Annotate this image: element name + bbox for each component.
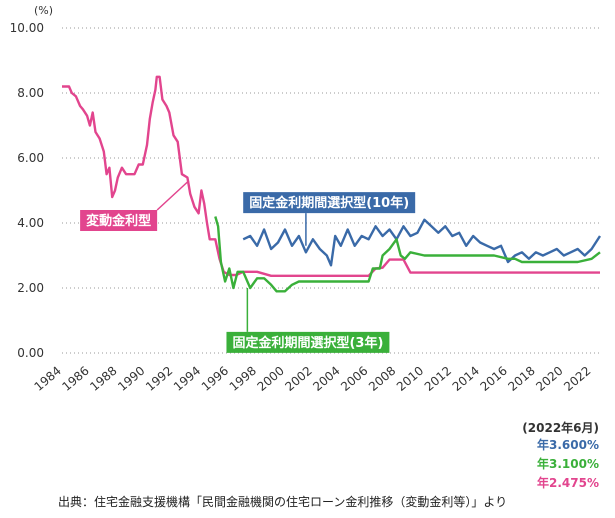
x-tick-label: 2004 <box>310 364 342 394</box>
x-tick-label: 2020 <box>533 364 565 394</box>
x-tick-label: 2010 <box>394 364 426 394</box>
series-line-1 <box>242 218 602 267</box>
series-label-text: 変動金利型 <box>86 213 151 229</box>
x-tick-label: 1996 <box>199 364 231 394</box>
y-tick-label: 6.00 <box>17 151 44 165</box>
x-tick-label: 2012 <box>422 364 454 394</box>
x-tick-label: 1990 <box>115 364 147 394</box>
latest-rate-variable: 年2.475% <box>537 476 599 490</box>
latest-rate-10yr: 年3.600% <box>537 438 599 452</box>
series-line-2 <box>214 216 601 293</box>
series-lines <box>62 75 602 293</box>
series-label-text: 固定金利期間選択型(3年) <box>232 335 383 351</box>
x-tick-label: 2006 <box>338 364 370 394</box>
series-label-box <box>226 331 390 353</box>
x-tick-label: 2018 <box>505 364 537 394</box>
x-tick-label: 1998 <box>227 364 259 394</box>
series-annotations: 変動金利型 固定金利期間選択型(10年) 固定金利期間選択型(3年) <box>80 180 416 353</box>
as-of-date: (2022年6月) <box>522 421 599 435</box>
y-tick-label: 2.00 <box>17 281 44 295</box>
y-tick-label: 10.00 <box>10 21 44 35</box>
x-tick-label: 1988 <box>87 364 119 394</box>
x-tick-label: 2002 <box>282 364 314 394</box>
series-label-2: 固定金利期間選択型(3年) <box>226 288 390 353</box>
x-tick-label: 1986 <box>59 364 91 394</box>
source-note: 出典：住宅金融支援機構「民間金融機関の住宅ローン金利推移（変動金利等）」より <box>58 495 508 509</box>
y-axis-ticks: 0.00 2.00 4.00 6.00 8.00 10.00 <box>10 21 44 360</box>
series-label-1: 固定金利期間選択型(10年) <box>243 192 416 246</box>
x-tick-label: 2000 <box>255 364 287 394</box>
y-tick-label: 8.00 <box>17 86 44 100</box>
x-tick-label: 2016 <box>478 364 510 394</box>
series-label-box <box>80 210 158 231</box>
x-tick-label: 1992 <box>143 364 175 394</box>
y-axis-unit: (%) <box>34 4 53 17</box>
x-tick-label: 2022 <box>561 364 593 394</box>
series-label-0: 変動金利型 <box>80 180 190 231</box>
series-line-0 <box>62 75 600 277</box>
y-tick-label: 0.00 <box>17 346 44 360</box>
x-axis-ticks: 1984198619881990199219941996199820002002… <box>32 364 594 394</box>
x-tick-label: 2014 <box>450 364 482 394</box>
x-tick-label: 2008 <box>366 364 398 394</box>
x-tick-label: 1984 <box>32 364 64 394</box>
grid-lines <box>62 27 600 354</box>
latest-rate-3yr: 年3.100% <box>537 457 599 471</box>
y-tick-label: 4.00 <box>17 216 44 230</box>
series-label-box <box>243 192 416 214</box>
series-label-pointer <box>156 180 190 211</box>
x-tick-label: 1994 <box>171 364 203 394</box>
series-label-text: 固定金利期間選択型(10年) <box>249 195 409 211</box>
